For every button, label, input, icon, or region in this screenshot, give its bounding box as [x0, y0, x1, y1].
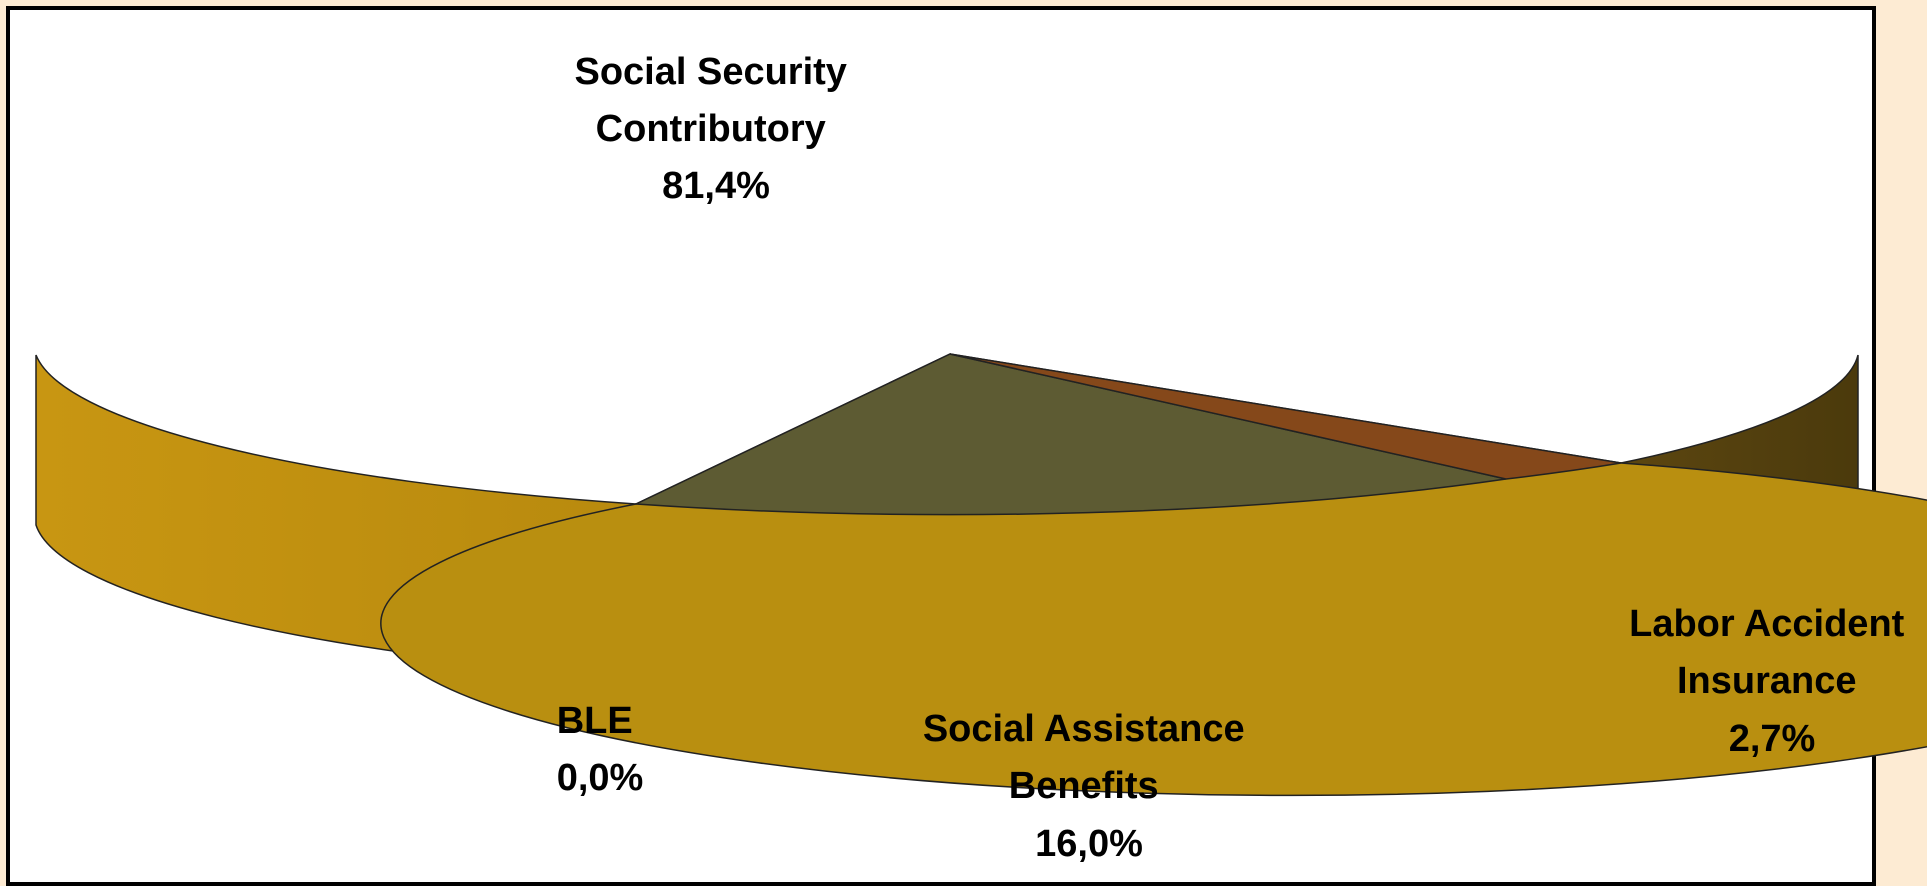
label-ble-line1: BLE — [557, 700, 633, 742]
label-social-security-line1: Social Security — [574, 51, 846, 93]
label-labor-accident-value: 2,7% — [1729, 718, 1816, 760]
label-ble-value: 0,0% — [557, 757, 644, 799]
label-social-security: Social Security Contributory 81,4% — [574, 51, 857, 207]
label-social-security-line2: Contributory — [596, 108, 826, 150]
label-social-assistance: Social Assistance Benefits 16,0% — [923, 708, 1255, 865]
label-ble: BLE 0,0% — [557, 700, 644, 799]
label-social-assistance-line1: Social Assistance — [923, 708, 1245, 750]
pie-slice-labor-accident[interactable] — [949, 353, 1622, 480]
label-labor-accident-line2: Insurance — [1677, 660, 1857, 702]
label-social-security-value: 81,4% — [662, 165, 770, 207]
pie-slice-social-assistance[interactable] — [633, 353, 1507, 516]
label-social-assistance-value: 16,0% — [1035, 823, 1143, 865]
label-labor-accident-line1: Labor Accident — [1629, 603, 1905, 645]
label-social-assistance-line2: Benefits — [1009, 765, 1159, 807]
label-labor-accident: Labor Accident Insurance 2,7% — [1629, 603, 1915, 760]
